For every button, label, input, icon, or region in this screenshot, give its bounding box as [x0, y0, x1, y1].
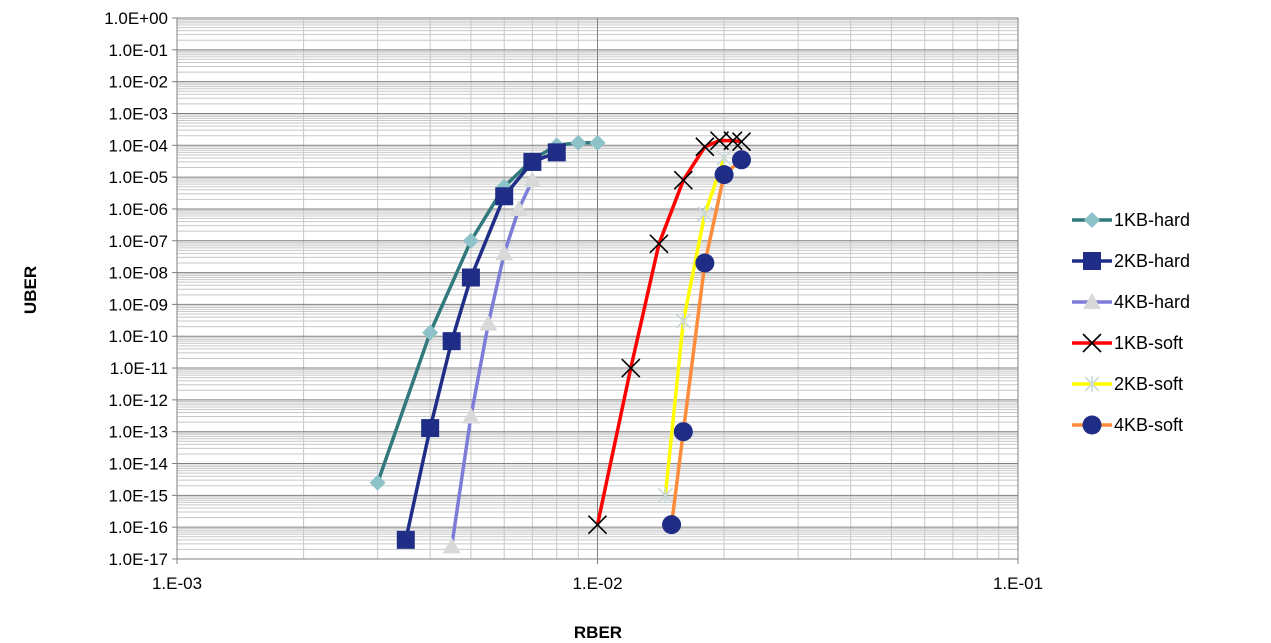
- legend-item-1kb-soft: 1KB-soft: [1072, 333, 1183, 353]
- y-tick-label: 1.0E-11: [110, 359, 168, 378]
- data-point-1kb-hard: [369, 474, 386, 491]
- data-point-4kb-hard: [495, 244, 514, 261]
- data-point-2kb-soft: [657, 487, 673, 504]
- legend-marker-1kb-soft: [1082, 333, 1102, 353]
- legend-label-4kb-hard: 4KB-hard: [1114, 292, 1190, 312]
- data-point-1kb-hard: [462, 232, 479, 249]
- y-tick-label: 1.0E-16: [108, 518, 168, 537]
- y-tick-label: 1.0E-17: [108, 550, 168, 569]
- data-point-4kb-hard: [509, 199, 528, 216]
- data-point-1kb-soft: [673, 170, 693, 190]
- axes: 1.0E+00 1.0E-01 1.0E-02 1.0E-03 1.0E-04 1.0E-…: [104, 9, 1043, 593]
- legend-label-1kb-soft: 1KB-soft: [1114, 333, 1183, 353]
- legend-item-4kb-hard: 4KB-hard: [1072, 292, 1190, 312]
- x-tick-label: 1.E-03: [152, 574, 202, 593]
- y-tick-label: 1.0E-08: [108, 264, 168, 283]
- data-point-2kb-hard: [461, 268, 480, 287]
- legend-label-4kb-soft: 4KB-soft: [1114, 415, 1183, 435]
- data-point-1kb-hard: [589, 134, 606, 151]
- data-point-4kb-hard: [479, 314, 498, 331]
- y-tick-label: 1.0E-15: [108, 486, 168, 505]
- y-tick-label: 1.0E+00: [104, 9, 168, 28]
- legend-item-2kb-soft: 2KB-soft: [1072, 374, 1183, 394]
- data-point-1kb-soft: [649, 234, 669, 254]
- legend-marker-4kb-soft: [1082, 415, 1102, 435]
- legend-label-2kb-hard: 2KB-hard: [1114, 251, 1190, 271]
- x-tick-label: 1.E-01: [993, 574, 1043, 593]
- data-point-4kb-soft: [662, 515, 682, 535]
- data-point-2kb-hard: [421, 419, 440, 438]
- data-point-4kb-soft: [731, 150, 751, 170]
- legend-marker-1kb-hard: [1084, 212, 1100, 228]
- y-tick-label: 1.0E-03: [108, 104, 168, 123]
- series-line-2kb-soft: [663, 157, 726, 496]
- series-2kb-soft: [657, 149, 732, 504]
- y-tick-label: 1.0E-07: [108, 232, 168, 251]
- legend-item-4kb-soft: 4KB-soft: [1072, 415, 1183, 435]
- y-axis-title: UBER: [21, 266, 40, 314]
- data-point-1kb-soft: [695, 137, 715, 157]
- data-point-2kb-hard: [442, 332, 461, 351]
- data-point-1kb-soft: [709, 131, 730, 151]
- data-point-1kb-soft: [621, 358, 641, 378]
- y-tick-label: 1.0E-05: [108, 168, 168, 187]
- data-point-4kb-hard: [523, 171, 542, 188]
- series-line-1kb-soft: [595, 138, 742, 526]
- series-1kb-soft: [587, 131, 752, 535]
- series-layer: [369, 131, 752, 554]
- series-4kb-soft: [662, 150, 751, 535]
- data-point-4kb-soft: [714, 165, 734, 185]
- series-4kb-hard: [442, 171, 542, 554]
- x-axis-title: RBER: [574, 623, 622, 642]
- y-tick-label: 1.0E-12: [108, 391, 168, 410]
- data-point-1kb-soft: [587, 515, 608, 535]
- data-point-4kb-hard: [442, 537, 461, 554]
- plot-area: [176, 17, 1019, 560]
- x-tick-label: 1.E-02: [572, 574, 622, 593]
- data-point-2kb-soft: [675, 313, 691, 330]
- legend-item-2kb-hard: 2KB-hard: [1072, 251, 1190, 271]
- data-point-1kb-soft: [723, 131, 743, 151]
- data-point-1kb-hard: [422, 324, 439, 341]
- legend-label-2kb-soft: 2KB-soft: [1114, 374, 1183, 394]
- data-point-2kb-soft: [716, 149, 732, 166]
- data-point-4kb-soft: [673, 422, 693, 442]
- y-tick-label: 1.0E-06: [108, 200, 168, 219]
- legend-marker-4kb-hard: [1083, 293, 1101, 309]
- legend: 1KB-hard 2KB-hard 4KB-hard 1KB-soft 2KB-soft…: [1072, 210, 1190, 435]
- data-point-2kb-hard: [396, 530, 415, 549]
- series-2kb-hard: [396, 143, 566, 549]
- legend-item-1kb-hard: 1KB-hard: [1072, 210, 1190, 230]
- y-tick-label: 1.0E-09: [108, 295, 168, 314]
- legend-marker-2kb-hard: [1083, 252, 1101, 270]
- data-point-4kb-soft: [695, 253, 715, 273]
- data-point-2kb-hard: [495, 187, 514, 206]
- data-point-4kb-hard: [461, 407, 480, 424]
- y-tick-label: 1.0E-10: [108, 327, 168, 346]
- y-tick-label: 1.0E-14: [108, 455, 168, 474]
- y-tick-label: 1.0E-13: [108, 423, 168, 442]
- y-tick-label: 1.0E-02: [108, 73, 168, 92]
- y-tick-label: 1.0E-01: [108, 41, 168, 60]
- y-tick-label: 1.0E-04: [108, 136, 168, 155]
- legend-marker-2kb-soft: [1084, 376, 1100, 392]
- data-point-1kb-hard: [570, 134, 587, 151]
- data-point-2kb-soft: [697, 205, 713, 222]
- data-point-1kb-soft: [731, 132, 752, 152]
- data-point-2kb-hard: [547, 143, 566, 162]
- data-point-2kb-hard: [523, 152, 542, 171]
- legend-label-1kb-hard: 1KB-hard: [1114, 210, 1190, 230]
